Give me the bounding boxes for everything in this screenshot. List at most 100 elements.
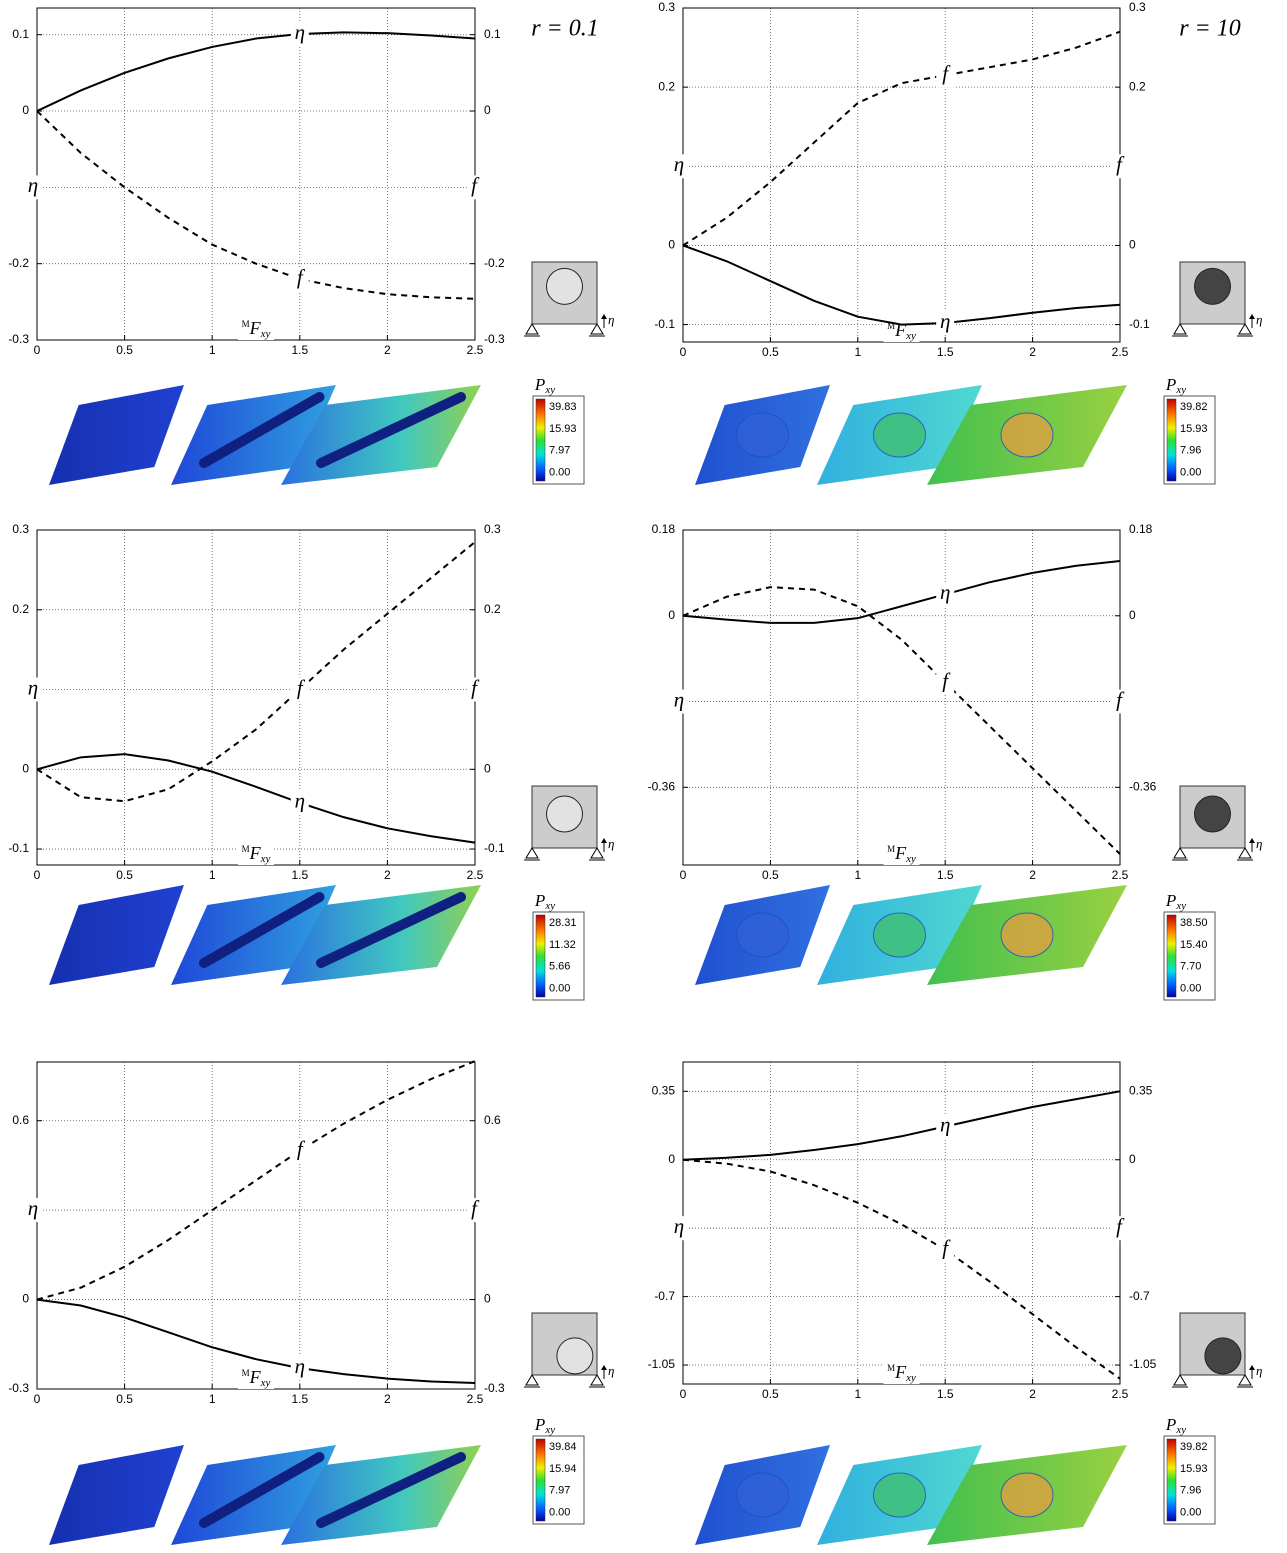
y2-tick-label: 0 xyxy=(484,103,491,117)
colorbar-tick-label: 39.83 xyxy=(549,401,577,413)
x-tick-label: 2.5 xyxy=(1112,868,1129,882)
icon-inclusion xyxy=(1195,268,1231,304)
y-axis-label: η xyxy=(674,152,684,176)
colorbar-tick-label: 0.00 xyxy=(549,983,570,995)
x-tick-label: 1 xyxy=(209,868,216,882)
icon-inclusion xyxy=(547,268,583,304)
x-tick-label: 2 xyxy=(1029,1387,1036,1401)
colorbar-title-main: P xyxy=(534,375,545,394)
annotation: r = 10 xyxy=(1179,16,1241,42)
colorbar-title-sub: xy xyxy=(1175,1424,1186,1436)
y2-tick-label: -1.05 xyxy=(1129,1357,1157,1371)
x-tick-label: 1.5 xyxy=(937,345,954,359)
colorbar-title: Pxy xyxy=(534,1415,555,1436)
y-tick-label: -1.05 xyxy=(648,1357,676,1371)
deformed-inclusion xyxy=(1001,913,1053,957)
colorbar-tick-label: 7.96 xyxy=(1180,445,1201,457)
x-tick-label: 2.5 xyxy=(467,343,484,357)
deformed-inclusion xyxy=(737,1473,789,1517)
deformed-inclusion xyxy=(737,413,789,457)
chart: -0.300.6-0.300.600.511.522.5MFxyfηηfηPxy… xyxy=(8,1061,614,1545)
colorbar-tick-label: 0.00 xyxy=(1180,1507,1201,1519)
colorbar-tick-label: 15.93 xyxy=(549,423,577,435)
y2-tick-label: 0.1 xyxy=(484,27,501,41)
x-label-sub: xy xyxy=(260,1377,271,1389)
x-tick-label: 1 xyxy=(854,1387,861,1401)
x-tick-label: 1.5 xyxy=(937,868,954,882)
y-axis-label: η xyxy=(674,687,684,711)
icon-label: η xyxy=(1256,1363,1262,1378)
x-tick-label: 1 xyxy=(854,868,861,882)
figure: -0.3-0.200.1-0.3-0.200.100.511.522.5MFxy… xyxy=(0,0,1287,1553)
icon-label: η xyxy=(608,312,614,327)
annotation: r = 0.1 xyxy=(531,16,599,42)
icon-inclusion xyxy=(547,796,583,832)
x-label-sup: M xyxy=(887,1363,895,1373)
y2-tick-label: -0.3 xyxy=(484,332,505,346)
icon-support xyxy=(591,1375,603,1385)
series-line xyxy=(37,754,475,843)
icon-label: η xyxy=(608,1363,614,1378)
y-axis-label: η xyxy=(674,1214,684,1238)
y-tick-label: 0.18 xyxy=(652,522,676,536)
series-line xyxy=(37,32,475,111)
x-tick-label: 2 xyxy=(1029,345,1036,359)
colorbar-tick-label: 7.97 xyxy=(549,1485,570,1497)
icon-inclusion xyxy=(1195,796,1231,832)
x-tick-label: 1 xyxy=(854,345,861,359)
y2-tick-label: 0.3 xyxy=(1129,0,1146,14)
y-tick-label: 0 xyxy=(668,608,675,622)
x-tick-label: 0 xyxy=(34,343,41,357)
plot-frame xyxy=(683,530,1120,865)
series-label: η xyxy=(940,580,950,604)
colorbar-tick-label: 15.93 xyxy=(1180,1463,1208,1475)
colorbar-tick-label: 11.32 xyxy=(549,939,576,951)
icon-label: η xyxy=(608,836,614,851)
series-line xyxy=(683,1160,1120,1379)
x-tick-label: 2.5 xyxy=(1112,1387,1129,1401)
deformed-inclusion xyxy=(1001,1473,1053,1517)
colorbar-tick-label: 15.40 xyxy=(1180,939,1208,951)
icon-support xyxy=(1174,848,1186,858)
colorbar-tick-label: 7.97 xyxy=(549,445,570,457)
x-tick-label: 0.5 xyxy=(116,868,133,882)
x-tick-label: 2 xyxy=(384,343,391,357)
series-label: η xyxy=(940,309,950,333)
series-line xyxy=(683,245,1120,324)
icon-arrowhead xyxy=(601,314,607,319)
colorbar-scale xyxy=(1167,1439,1176,1521)
y-tick-label: 0.1 xyxy=(12,27,29,41)
colorbar-tick-label: 7.70 xyxy=(1180,961,1201,973)
x-tick-label: 0 xyxy=(34,868,41,882)
y-tick-label: -0.1 xyxy=(8,841,29,855)
series-label: η xyxy=(940,1112,950,1136)
x-label-sub: xy xyxy=(260,853,271,865)
x-label-sup: M xyxy=(887,844,895,854)
icon-support xyxy=(1174,1375,1186,1385)
colorbar-title-main: P xyxy=(1165,1415,1176,1434)
series-line xyxy=(683,587,1120,854)
deformed-inclusion xyxy=(874,1473,926,1517)
y2-tick-label: 0 xyxy=(1129,238,1136,252)
y-tick-label: -0.2 xyxy=(8,256,29,270)
y-axis-label: η xyxy=(28,173,38,197)
deformed-inclusion xyxy=(737,913,789,957)
colorbar-tick-label: 38.50 xyxy=(1180,917,1208,929)
colorbar-scale xyxy=(1167,915,1176,997)
plot-frame xyxy=(683,8,1120,342)
chart: -0.3600.18-0.3600.1800.511.522.5MFxyfηηf… xyxy=(648,522,1263,1000)
y-tick-label: 0.35 xyxy=(652,1083,676,1097)
series-label: η xyxy=(295,789,305,813)
y2-tick-label: -0.1 xyxy=(484,841,505,855)
x-tick-label: 0.5 xyxy=(762,868,779,882)
x-tick-label: 2.5 xyxy=(467,868,484,882)
icon-arrowhead xyxy=(1249,1365,1255,1370)
y-axis-label: η xyxy=(28,1196,38,1220)
icon-label: η xyxy=(1256,836,1262,851)
colorbar-title-sub: xy xyxy=(1175,900,1186,912)
colorbar-scale xyxy=(536,399,545,481)
y-tick-label: -0.36 xyxy=(648,779,676,793)
colorbar: Pxy39.8215.937.960.00 xyxy=(1164,1415,1215,1524)
colorbar-title-main: P xyxy=(1165,375,1176,394)
